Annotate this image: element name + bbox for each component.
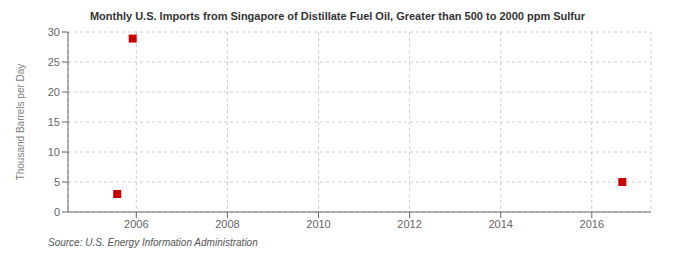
svg-text:0: 0 <box>54 206 60 218</box>
html-text:Monthly U.S. Imports from Sing: Monthly U.S. Imports from Singapore of D… <box>90 10 585 22</box>
svg-text:20: 20 <box>48 86 60 98</box>
svg-text:2010: 2010 <box>306 218 330 230</box>
svg-text:2012: 2012 <box>397 218 421 230</box>
svg-text:30: 30 <box>48 26 60 38</box>
html-text:Source: U.S. Energy Informatio: Source: U.S. Energy Information Administ… <box>48 237 258 248</box>
svg-text:Thousand Barrels per Day: Thousand Barrels per Day <box>15 64 26 181</box>
svg-text:15: 15 <box>48 116 60 128</box>
svg-text:2006: 2006 <box>124 218 148 230</box>
svg-text:2014: 2014 <box>488 218 512 230</box>
svg-text:2008: 2008 <box>215 218 239 230</box>
svg-text:25: 25 <box>48 56 60 68</box>
svg-text:10: 10 <box>48 146 60 158</box>
svg-text:5: 5 <box>54 176 60 188</box>
svg-text:2016: 2016 <box>580 218 604 230</box>
